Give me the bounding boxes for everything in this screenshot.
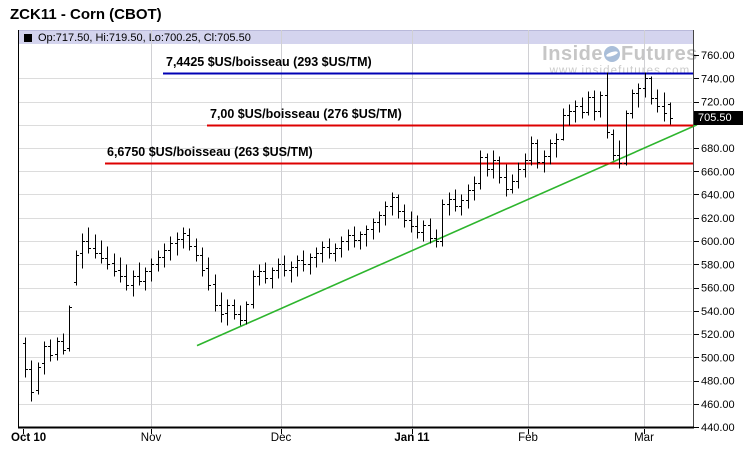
svg-text:Dec: Dec bbox=[271, 432, 292, 444]
globe-swoosh-icon bbox=[603, 46, 620, 62]
series-marker-icon bbox=[24, 33, 32, 42]
resistance-label-744: 7,4425 $US/boisseau (293 $US/TM) bbox=[166, 55, 372, 69]
page-title: ZCK11 - Corn (CBOT) bbox=[10, 6, 162, 23]
svg-text:680.00: 680.00 bbox=[701, 143, 735, 155]
svg-text:480.00: 480.00 bbox=[701, 376, 735, 388]
watermark-brand-right: Futures bbox=[620, 43, 698, 65]
svg-text:460.00: 460.00 bbox=[701, 399, 735, 411]
svg-text:560.00: 560.00 bbox=[701, 283, 735, 295]
svg-text:640.00: 640.00 bbox=[701, 190, 735, 202]
svg-text:540.00: 540.00 bbox=[701, 306, 735, 318]
svg-text:Oct 10: Oct 10 bbox=[11, 432, 46, 444]
watermark-brand-left: Inside bbox=[542, 43, 603, 65]
svg-text:600.00: 600.00 bbox=[701, 236, 735, 248]
watermark-brand: Inside Futures bbox=[541, 44, 699, 64]
svg-text:520.00: 520.00 bbox=[701, 329, 735, 341]
svg-text:620.00: 620.00 bbox=[701, 213, 735, 225]
svg-text:Mar: Mar bbox=[634, 432, 654, 444]
last-price-badge: 705.50 bbox=[694, 111, 743, 125]
svg-text:760.00: 760.00 bbox=[701, 50, 735, 62]
ohlc-readout-band: Op:717.50, Hi:719.50, Lo:700.25, Cl:705.… bbox=[18, 30, 694, 44]
svg-text:Feb: Feb bbox=[518, 432, 538, 444]
support-label-667: 6,6750 $US/boisseau (263 $US/TM) bbox=[107, 145, 313, 159]
ohlc-readout: Op:717.50, Hi:719.50, Lo:700.25, Cl:705.… bbox=[38, 31, 251, 44]
svg-text:Jan 11: Jan 11 bbox=[394, 432, 430, 444]
svg-text:580.00: 580.00 bbox=[701, 259, 735, 271]
svg-text:440.00: 440.00 bbox=[701, 422, 735, 434]
svg-text:660.00: 660.00 bbox=[701, 166, 735, 178]
svg-text:500.00: 500.00 bbox=[701, 352, 735, 364]
svg-text:740.00: 740.00 bbox=[701, 73, 735, 85]
svg-text:Nov: Nov bbox=[141, 432, 162, 444]
resistance-label-700: 7,00 $US/boisseau (276 $US/TM) bbox=[210, 107, 402, 121]
svg-text:720.00: 720.00 bbox=[701, 97, 735, 109]
